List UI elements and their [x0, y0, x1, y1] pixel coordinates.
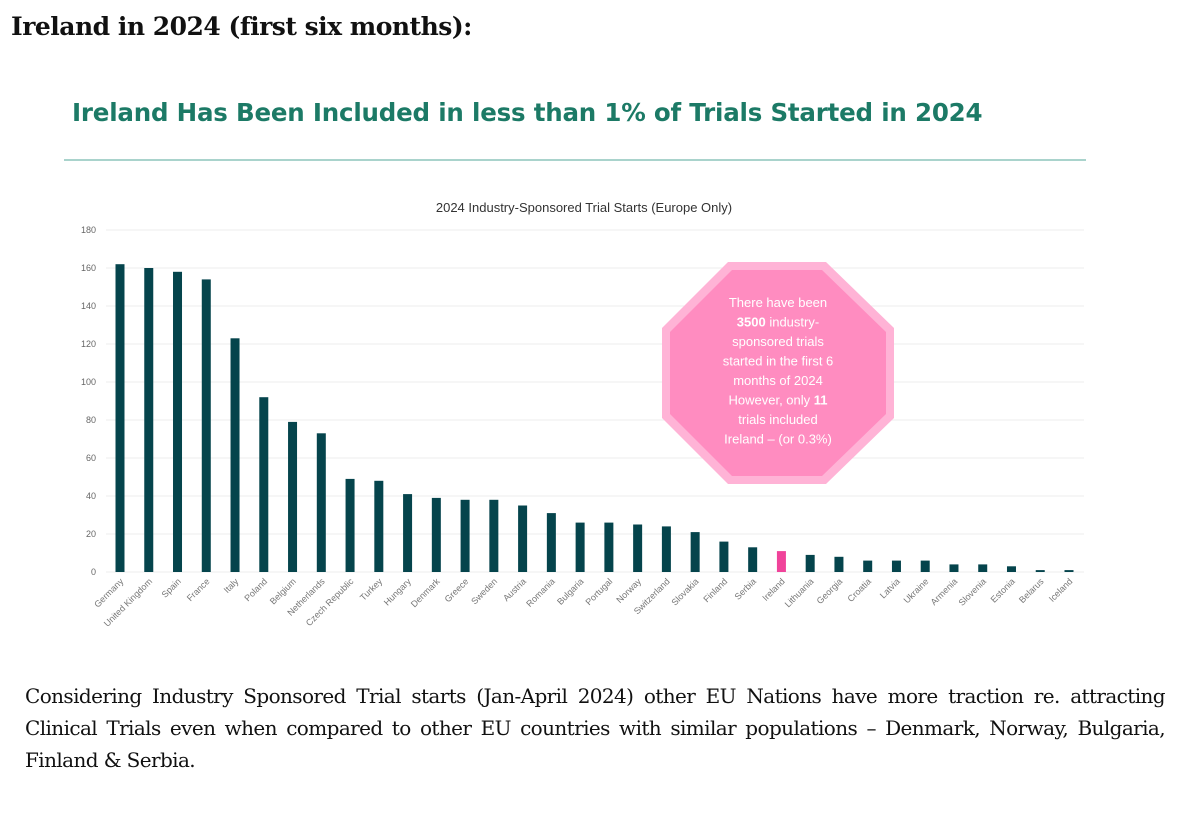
body-paragraph: Considering Industry Sponsored Trial sta…	[25, 684, 1166, 772]
bar	[316, 433, 326, 572]
bar	[748, 547, 758, 572]
bar	[115, 264, 125, 572]
bar	[259, 397, 269, 572]
x-tick-label: Iceland	[1047, 576, 1075, 604]
x-tick-label: Bulgaria	[555, 576, 585, 606]
x-tick-label: Latvia	[878, 576, 902, 600]
bar	[201, 279, 211, 572]
bar	[489, 499, 499, 572]
bar	[1006, 566, 1016, 572]
bar	[719, 541, 729, 572]
bar	[949, 564, 959, 572]
y-tick-label: 0	[91, 567, 96, 577]
callout-line: months of 2024	[733, 373, 823, 388]
y-tick-label: 20	[86, 529, 96, 539]
y-tick-label: 140	[81, 301, 96, 311]
bar	[460, 499, 470, 572]
callout-line: trials included	[738, 412, 818, 427]
x-tick-label: Georgia	[815, 576, 845, 606]
x-tick-label: Sweden	[469, 576, 499, 606]
bar	[403, 494, 413, 572]
x-tick-label: Croatia	[846, 576, 874, 604]
y-tick-label: 160	[81, 263, 96, 273]
y-tick-label: 120	[81, 339, 96, 349]
bar	[546, 513, 556, 572]
x-tick-label: Romania	[524, 576, 557, 609]
chart-title: 2024 Industry-Sponsored Trial Starts (Eu…	[436, 200, 732, 215]
bar	[604, 522, 614, 572]
bar	[431, 497, 441, 572]
page-heading: Ireland in 2024 (first six months):	[11, 12, 472, 41]
slide-title: Ireland Has Been Included in less than 1…	[72, 98, 983, 127]
x-tick-label: Italy	[222, 576, 241, 595]
x-tick-label: Armenia	[929, 576, 960, 607]
bar	[288, 421, 298, 572]
bar	[978, 564, 988, 572]
x-tick-label: France	[185, 576, 212, 603]
bar	[661, 526, 671, 572]
y-tick-label: 180	[81, 225, 96, 235]
x-tick-label: Portugal	[584, 576, 615, 607]
x-tick-label: Spain	[160, 576, 183, 599]
bar	[633, 524, 643, 572]
bar	[345, 478, 355, 572]
callout-octagon: There have been 3500 industry-sponsored t…	[662, 262, 894, 484]
bar-highlighted	[776, 551, 786, 572]
y-tick-label: 40	[86, 491, 96, 501]
x-tick-label: Finland	[701, 576, 729, 604]
slide-divider	[64, 159, 1086, 161]
bar	[374, 480, 384, 572]
bar	[230, 338, 240, 572]
callout-line: sponsored trials	[732, 334, 824, 349]
y-tick-label: 60	[86, 453, 96, 463]
bar	[518, 505, 528, 572]
callout-line: 3500 industry-	[737, 315, 819, 330]
bar	[891, 560, 901, 572]
bar	[690, 532, 700, 572]
bars	[115, 264, 1074, 572]
x-tick-label: Slovenia	[957, 576, 988, 607]
y-tick-label: 80	[86, 415, 96, 425]
bar	[834, 556, 844, 572]
bar	[1064, 570, 1074, 572]
bar	[805, 554, 815, 572]
bar	[863, 560, 873, 572]
x-tick-label: Estonia	[989, 576, 1017, 604]
bar	[920, 560, 930, 572]
callout-shape-fill	[670, 270, 886, 476]
callout-line: started in the first 6	[723, 354, 834, 369]
x-tick-label: Austria	[501, 576, 528, 603]
callout-line: There have been	[729, 295, 827, 310]
x-tick-label: Ireland	[760, 576, 787, 603]
x-tick-label: Poland	[242, 576, 269, 603]
x-tick-label: Belarus	[1017, 576, 1046, 605]
x-tick-label: Slovakia	[669, 576, 700, 607]
gridlines	[106, 229, 1084, 573]
bar	[575, 522, 585, 572]
callout-text: There have been 3500 industry-sponsored t…	[723, 295, 834, 447]
x-tick-label: Greece	[443, 576, 471, 604]
x-tick-label: Ukraine	[902, 576, 931, 605]
bar	[173, 271, 183, 572]
bar	[1035, 570, 1045, 572]
callout-line: However, only 11	[728, 393, 827, 408]
x-tick-label: Lithuania	[783, 576, 816, 609]
bar	[144, 268, 154, 572]
x-tick-label: Denmark	[409, 576, 442, 609]
y-axis-ticks: 0 20 40 60 80 100 120 140 160 180	[81, 225, 96, 577]
callout-line: Ireland – (or 0.3%)	[724, 432, 832, 447]
x-tick-label: Turkey	[358, 576, 385, 603]
x-tick-label: Serbia	[733, 576, 758, 601]
bar-chart: 2024 Industry-Sponsored Trial Starts (Eu…	[81, 200, 1084, 629]
y-tick-label: 100	[81, 377, 96, 387]
